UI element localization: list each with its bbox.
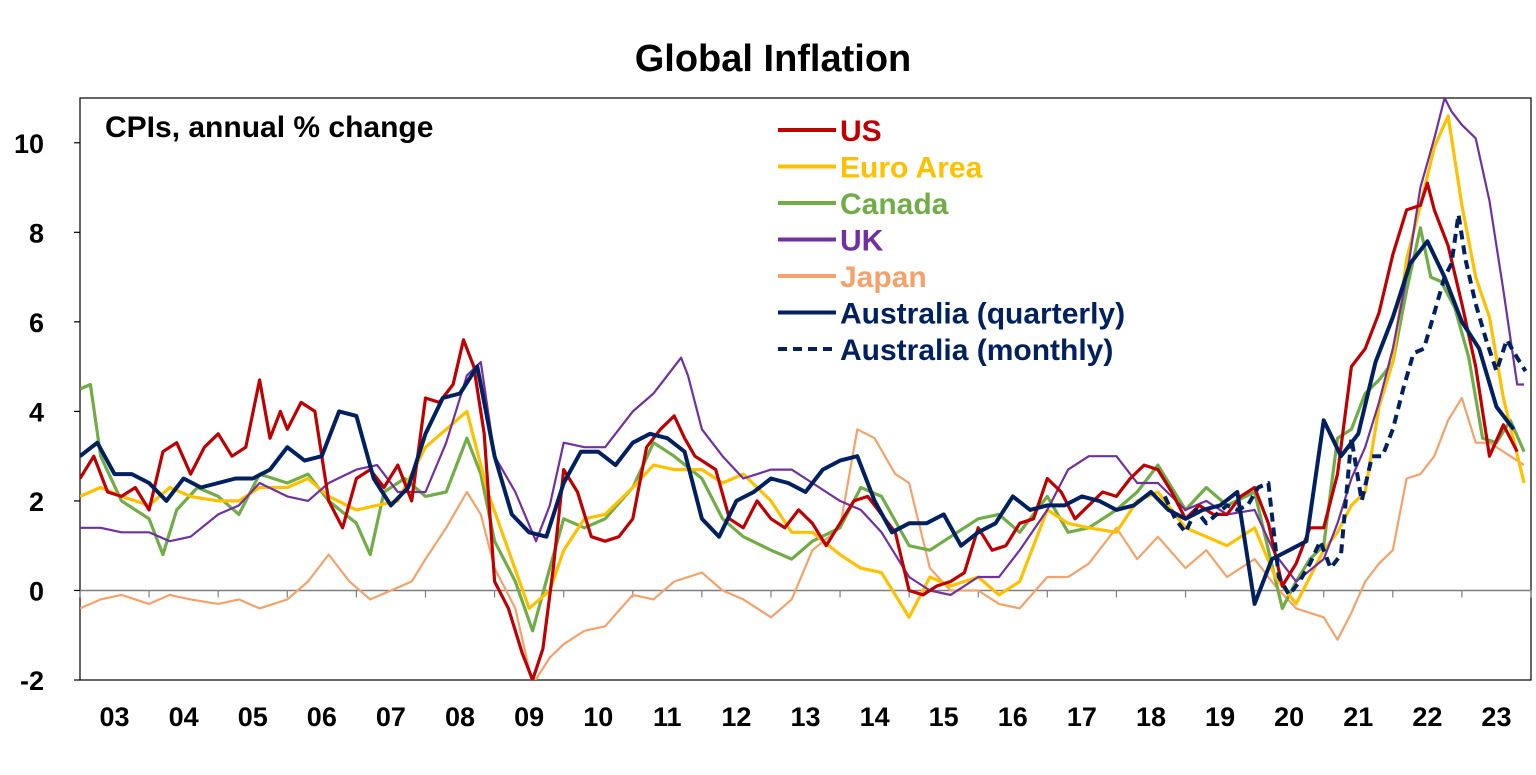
- series-line-australia-monthly: [1162, 212, 1528, 597]
- y-tick-label: 6: [29, 308, 44, 338]
- legend-label-japan: Japan: [840, 261, 927, 294]
- x-tick-label: 06: [307, 702, 337, 732]
- x-tick-label: 08: [445, 702, 475, 732]
- x-tick-label: 16: [998, 702, 1028, 732]
- legend-label-us: US: [840, 115, 882, 148]
- x-tick-label: 10: [583, 702, 613, 732]
- series-line-australia-quarterly: [80, 239, 1516, 606]
- chart-title: Global Inflation: [634, 38, 912, 80]
- x-tick-label: 23: [1481, 702, 1511, 732]
- x-tick-label: 18: [1136, 702, 1166, 732]
- legend-label-canada: Canada: [840, 188, 949, 221]
- x-tick-label: 14: [860, 702, 890, 732]
- x-tick-label: 22: [1412, 702, 1442, 732]
- x-tick-label: 09: [514, 702, 544, 732]
- x-tick-label: 15: [929, 702, 959, 732]
- x-tick-label: 07: [376, 702, 406, 732]
- x-tick-label: 05: [238, 702, 268, 732]
- x-tick-label: 03: [100, 702, 130, 732]
- legend-label-australia-monthly: Australia (monthly): [840, 334, 1113, 367]
- series-line-canada: [80, 226, 1526, 633]
- y-tick-label: 4: [29, 397, 44, 427]
- x-tick-label: 17: [1067, 702, 1097, 732]
- y-tick-label: 8: [29, 218, 44, 248]
- x-tick-label: 20: [1274, 702, 1304, 732]
- x-tick-label: 12: [721, 702, 751, 732]
- legend-label-uk: UK: [840, 225, 884, 258]
- x-tick-label: 21: [1343, 702, 1373, 732]
- y-tick-label: 2: [29, 487, 44, 517]
- x-tick-label: 19: [1205, 702, 1235, 732]
- legend-label-euro-area: Euro Area: [840, 152, 983, 185]
- y-tick-label: -2: [20, 666, 44, 696]
- x-tick-label: 11: [653, 702, 682, 732]
- y-tick-label: 10: [14, 129, 44, 159]
- series-line-us: [80, 181, 1519, 680]
- chart-subtitle: CPIs, annual % change: [105, 111, 433, 144]
- y-tick-label: 0: [29, 576, 44, 606]
- series-line-uk: [80, 98, 1525, 597]
- x-tick-label: 04: [169, 702, 199, 732]
- series-line-euro-area: [80, 114, 1526, 619]
- plot-area-border: [79, 97, 1532, 681]
- legend-label-australia-quarterly: Australia (quarterly): [840, 298, 1125, 331]
- x-tick-label: 13: [790, 702, 820, 732]
